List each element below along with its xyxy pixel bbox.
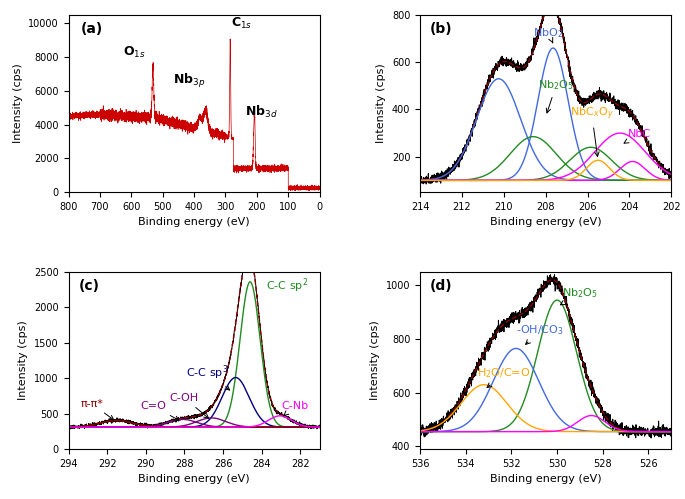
X-axis label: Binding energy (eV): Binding energy (eV) [490,475,601,485]
Text: (d): (d) [430,279,453,293]
Y-axis label: Intensity (cps): Intensity (cps) [371,321,380,400]
Text: C-C sp$^3$: C-C sp$^3$ [186,364,229,390]
Text: π-π*: π-π* [80,399,114,420]
Text: NbO$_2$: NbO$_2$ [533,26,564,43]
Text: C-Nb: C-Nb [281,401,308,416]
Y-axis label: Intensity (cps): Intensity (cps) [12,64,23,143]
Text: C-C sp$^2$: C-C sp$^2$ [266,276,308,295]
Text: O$_{1s}$: O$_{1s}$ [123,44,146,59]
X-axis label: Binding energy (eV): Binding energy (eV) [490,218,601,228]
Y-axis label: Intensity (cps): Intensity (cps) [18,321,29,400]
Text: (b): (b) [430,22,453,36]
Text: Nb$_{3p}$: Nb$_{3p}$ [173,72,206,90]
Text: NbC: NbC [624,129,651,143]
Text: Nb$_2$O$_5$: Nb$_2$O$_5$ [538,78,574,113]
Text: C-OH: C-OH [170,393,208,418]
Text: -OH/CO$_3$: -OH/CO$_3$ [516,324,564,344]
Text: (a): (a) [81,22,103,36]
Text: (c): (c) [79,279,99,293]
Text: C=O: C=O [140,401,179,420]
Text: Nb$_{3d}$: Nb$_{3d}$ [245,104,278,120]
Text: Nb$_2$O$_5$: Nb$_2$O$_5$ [560,286,598,305]
Text: H$_2$O/C=O: H$_2$O/C=O [477,367,531,388]
Text: NbC$_x$O$_y$: NbC$_x$O$_y$ [570,106,614,157]
Text: C$_{1s}$: C$_{1s}$ [231,16,253,31]
Y-axis label: Intensity (cps): Intensity (cps) [376,64,386,143]
X-axis label: Binding energy (eV): Binding energy (eV) [138,475,250,485]
X-axis label: Binding energy (eV): Binding energy (eV) [138,218,250,228]
